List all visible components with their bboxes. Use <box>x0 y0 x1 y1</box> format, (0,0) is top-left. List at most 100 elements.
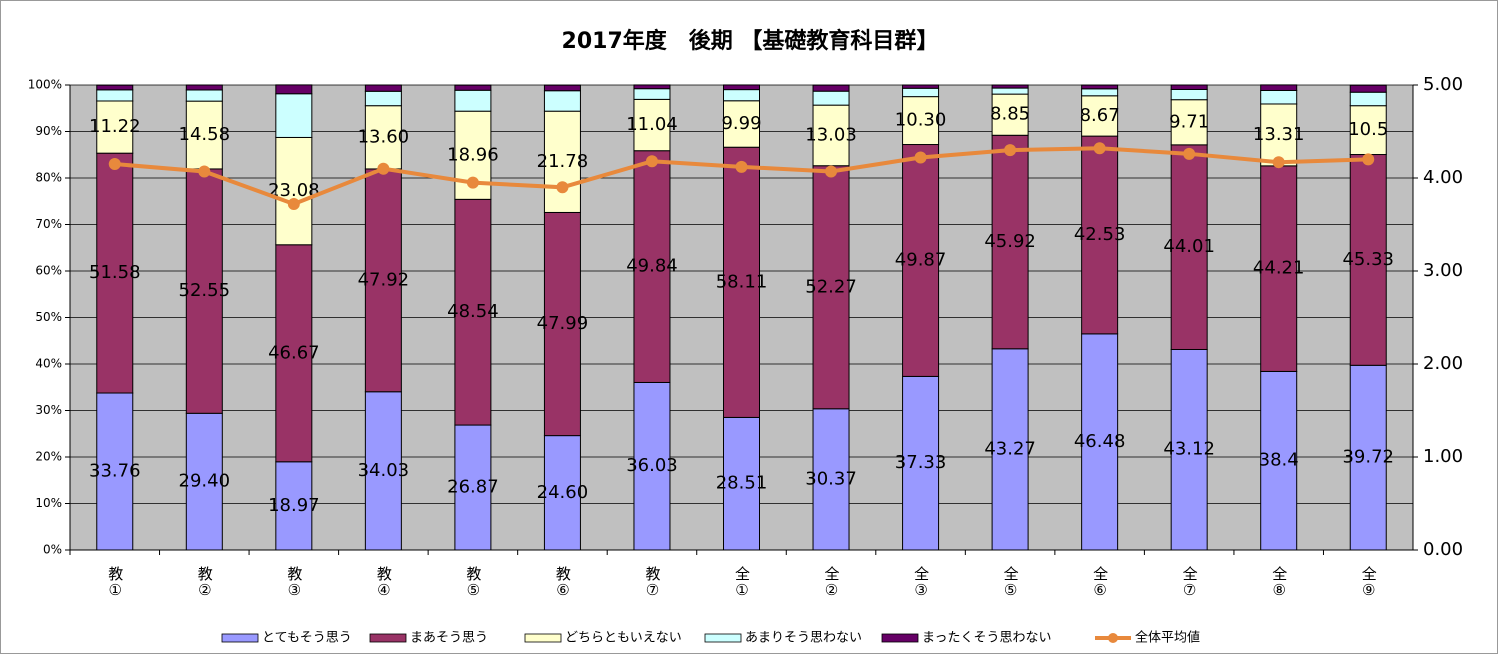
x-tick-label: 全③ <box>912 565 930 599</box>
bar-segment <box>543 90 581 112</box>
bar-segment <box>185 168 223 414</box>
data-label: 48.54 <box>447 301 499 322</box>
legend-swatch <box>369 633 407 643</box>
data-label: 24.60 <box>537 482 589 503</box>
bar-segment <box>633 88 671 100</box>
bar-segment <box>902 84 940 89</box>
bar-segment <box>96 84 134 91</box>
bar-segment <box>364 391 402 551</box>
line-marker <box>198 165 211 178</box>
data-label: 8.67 <box>1080 105 1120 126</box>
legend-swatch <box>704 633 742 643</box>
bar-segment <box>1349 105 1387 156</box>
legend-swatch <box>221 633 259 643</box>
data-label: 13.31 <box>1253 124 1305 145</box>
data-label: 18.96 <box>447 144 499 165</box>
bar-segment <box>1170 88 1208 101</box>
x-tick-label: 教④ <box>375 566 393 599</box>
line-marker <box>1183 147 1196 160</box>
data-label: 10.30 <box>895 110 947 131</box>
bar-segment <box>1349 154 1387 366</box>
bar-segment <box>454 89 492 112</box>
x-tick-label: 全⑥ <box>1091 565 1109 599</box>
bar-segment <box>991 134 1029 350</box>
legend-label: あまりそう思わない <box>745 631 862 646</box>
bar-segment <box>1260 103 1298 167</box>
bar-segment <box>812 84 850 92</box>
line-marker <box>556 181 569 194</box>
y2-tick-label: 2.00 <box>1423 353 1463 374</box>
data-label: 29.40 <box>179 471 231 492</box>
line-marker <box>1004 144 1017 157</box>
bar-segment <box>96 152 134 394</box>
bar-segment <box>275 461 313 551</box>
line-marker <box>1362 153 1375 166</box>
bar-segment <box>543 211 581 437</box>
data-label: 39.72 <box>1342 447 1394 468</box>
bar-segment <box>902 144 940 377</box>
bar-segment <box>1170 348 1208 551</box>
legend-label: まったくそう思わない <box>922 631 1051 646</box>
bar-segment <box>275 84 313 95</box>
data-label: 23.08 <box>268 180 320 201</box>
bar-segment <box>454 424 492 551</box>
bar-segment <box>1349 364 1387 551</box>
data-label: 45.33 <box>1342 249 1394 270</box>
y-tick-label: 100% <box>28 78 62 92</box>
legend-label: まあそう思う <box>410 631 488 646</box>
data-label: 34.03 <box>358 460 410 481</box>
y-tick-label: 40% <box>35 357 62 371</box>
bar-segment <box>275 244 313 463</box>
data-label: 28.51 <box>716 473 768 494</box>
data-label: 18.97 <box>268 495 320 516</box>
data-label: 52.27 <box>805 276 857 297</box>
x-tick-label: 全⑤ <box>1002 565 1020 599</box>
bar-segment <box>723 416 760 551</box>
bar-segment <box>275 93 313 138</box>
data-label: 36.03 <box>626 455 678 476</box>
data-label: 21.78 <box>537 151 589 172</box>
data-label: 42.53 <box>1074 224 1126 245</box>
data-label: 43.12 <box>1163 439 1215 460</box>
data-label: 10.5 <box>1348 119 1388 140</box>
y-tick-label: 60% <box>35 264 62 278</box>
bar-segment <box>633 150 671 383</box>
y-tick-label: 30% <box>35 403 62 417</box>
bar-segment <box>1170 99 1208 146</box>
line-marker <box>825 165 838 178</box>
y2-tick-label: 4.00 <box>1423 167 1463 188</box>
data-label: 11.04 <box>626 114 678 135</box>
y-tick-label: 0% <box>43 543 62 557</box>
bar-segment <box>991 87 1029 95</box>
bar-segment <box>1349 91 1387 107</box>
data-label: 58.11 <box>716 271 768 292</box>
x-tick-label: 教③ <box>285 566 303 599</box>
data-label: 52.55 <box>179 280 231 301</box>
data-label: 47.99 <box>537 313 589 334</box>
legend-label: どちらともいえない <box>565 631 682 646</box>
data-label: 45.92 <box>984 231 1036 252</box>
bar-segment <box>185 89 223 102</box>
x-tick-label: 教① <box>106 566 124 599</box>
bar-segment <box>1260 89 1298 105</box>
data-label: 8.85 <box>990 104 1030 125</box>
y2-tick-label: 5.00 <box>1423 74 1463 95</box>
data-label: 9.99 <box>721 113 761 134</box>
bar-segment <box>812 90 850 106</box>
bar-segment <box>1260 165 1298 372</box>
line-marker <box>735 160 748 173</box>
data-label: 38.4 <box>1259 450 1299 471</box>
data-label: 37.33 <box>895 452 947 473</box>
data-label: 44.01 <box>1163 236 1215 257</box>
bar-segment <box>991 93 1029 136</box>
y-tick-label: 20% <box>35 450 62 464</box>
bar-segment <box>1170 84 1208 90</box>
bar-segment <box>1081 88 1119 97</box>
line-marker <box>1272 156 1285 169</box>
bar-segment <box>185 100 223 170</box>
line-marker <box>1093 142 1106 155</box>
line-marker <box>287 198 300 211</box>
bar-segment <box>633 98 671 152</box>
y-tick-label: 50% <box>35 310 62 324</box>
